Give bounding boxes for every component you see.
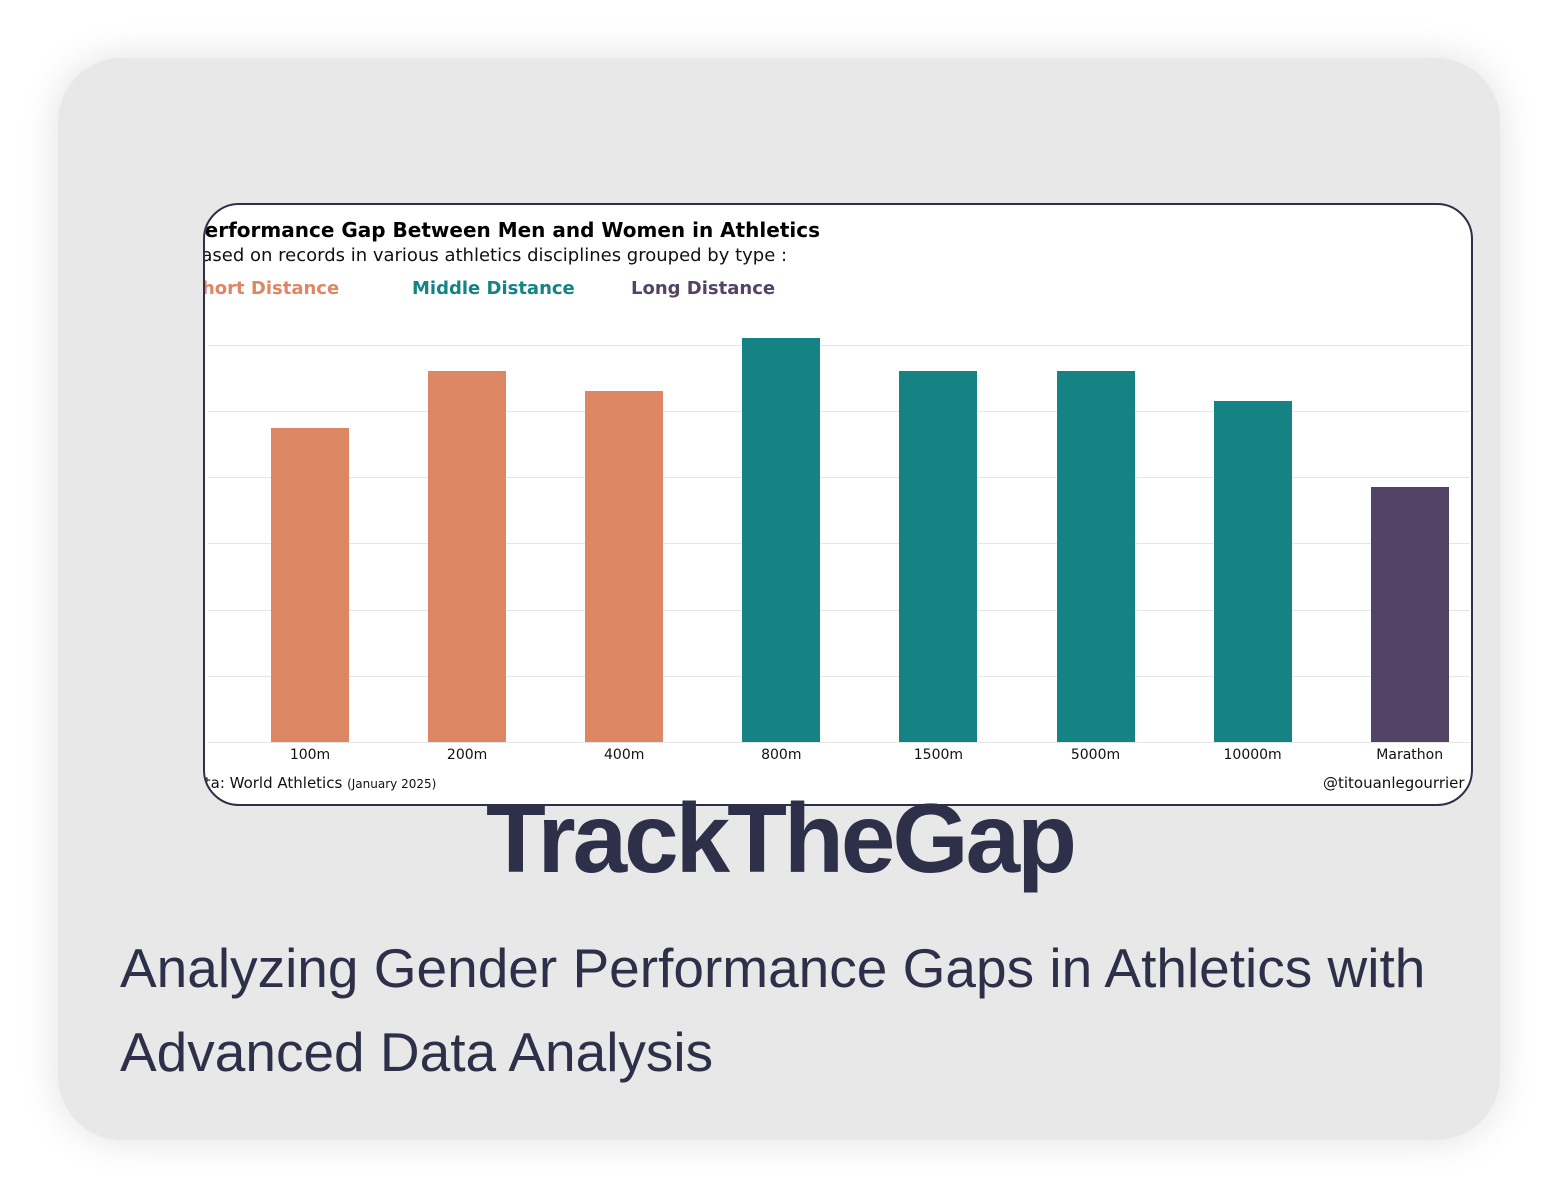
gridline: [208, 477, 1470, 479]
x-tick-label: 400m: [604, 747, 645, 763]
chart-subtitle: Based on records in various athletics di…: [203, 245, 788, 266]
bar-5000m: [1056, 371, 1135, 742]
x-tick-label: 1500m: [913, 747, 964, 763]
legend-middle-distance: Middle Distance: [412, 278, 575, 299]
project-description: Analyzing Gender Performance Gaps in Ath…: [120, 937, 1426, 1083]
gridline: [208, 543, 1470, 545]
gridline: [208, 609, 1470, 611]
bar-1500m: [899, 371, 978, 742]
chart-source: Data: World Athletics (January 2025): [204, 774, 437, 792]
bar-100m: [271, 427, 349, 742]
chart-credit: @titouanlegourrier: [1323, 774, 1465, 792]
x-tick-label: 100m: [289, 747, 331, 763]
gridline: [208, 344, 1470, 346]
gridline: [208, 675, 1470, 677]
bar-200m: [428, 371, 507, 742]
chart-frame: Performance Gap Between Men and Women in…: [203, 203, 1473, 806]
x-tick-label: 10000m: [1223, 747, 1282, 763]
bar-marathon: [1370, 487, 1449, 742]
gridline: [208, 742, 1470, 743]
x-tick-label: 800m: [761, 747, 802, 763]
x-tick-label: 200m: [446, 747, 488, 763]
x-tick-label: Marathon: [1376, 747, 1444, 763]
project-title: TrackTheGap: [486, 783, 1077, 893]
bar-800m: [742, 338, 821, 742]
chart-title: Performance Gap Between Men and Women in…: [203, 218, 821, 242]
legend-long-distance: Long Distance: [631, 278, 776, 299]
gridline: [208, 411, 1470, 412]
x-tick-label: 5000m: [1070, 747, 1121, 763]
bar-10000m: [1213, 401, 1292, 742]
project-card[interactable]: Performance Gap Between Men and Women in…: [58, 58, 1500, 1140]
legend-short-distance: Short Distance: [203, 278, 340, 299]
bar-400m: [585, 391, 664, 742]
